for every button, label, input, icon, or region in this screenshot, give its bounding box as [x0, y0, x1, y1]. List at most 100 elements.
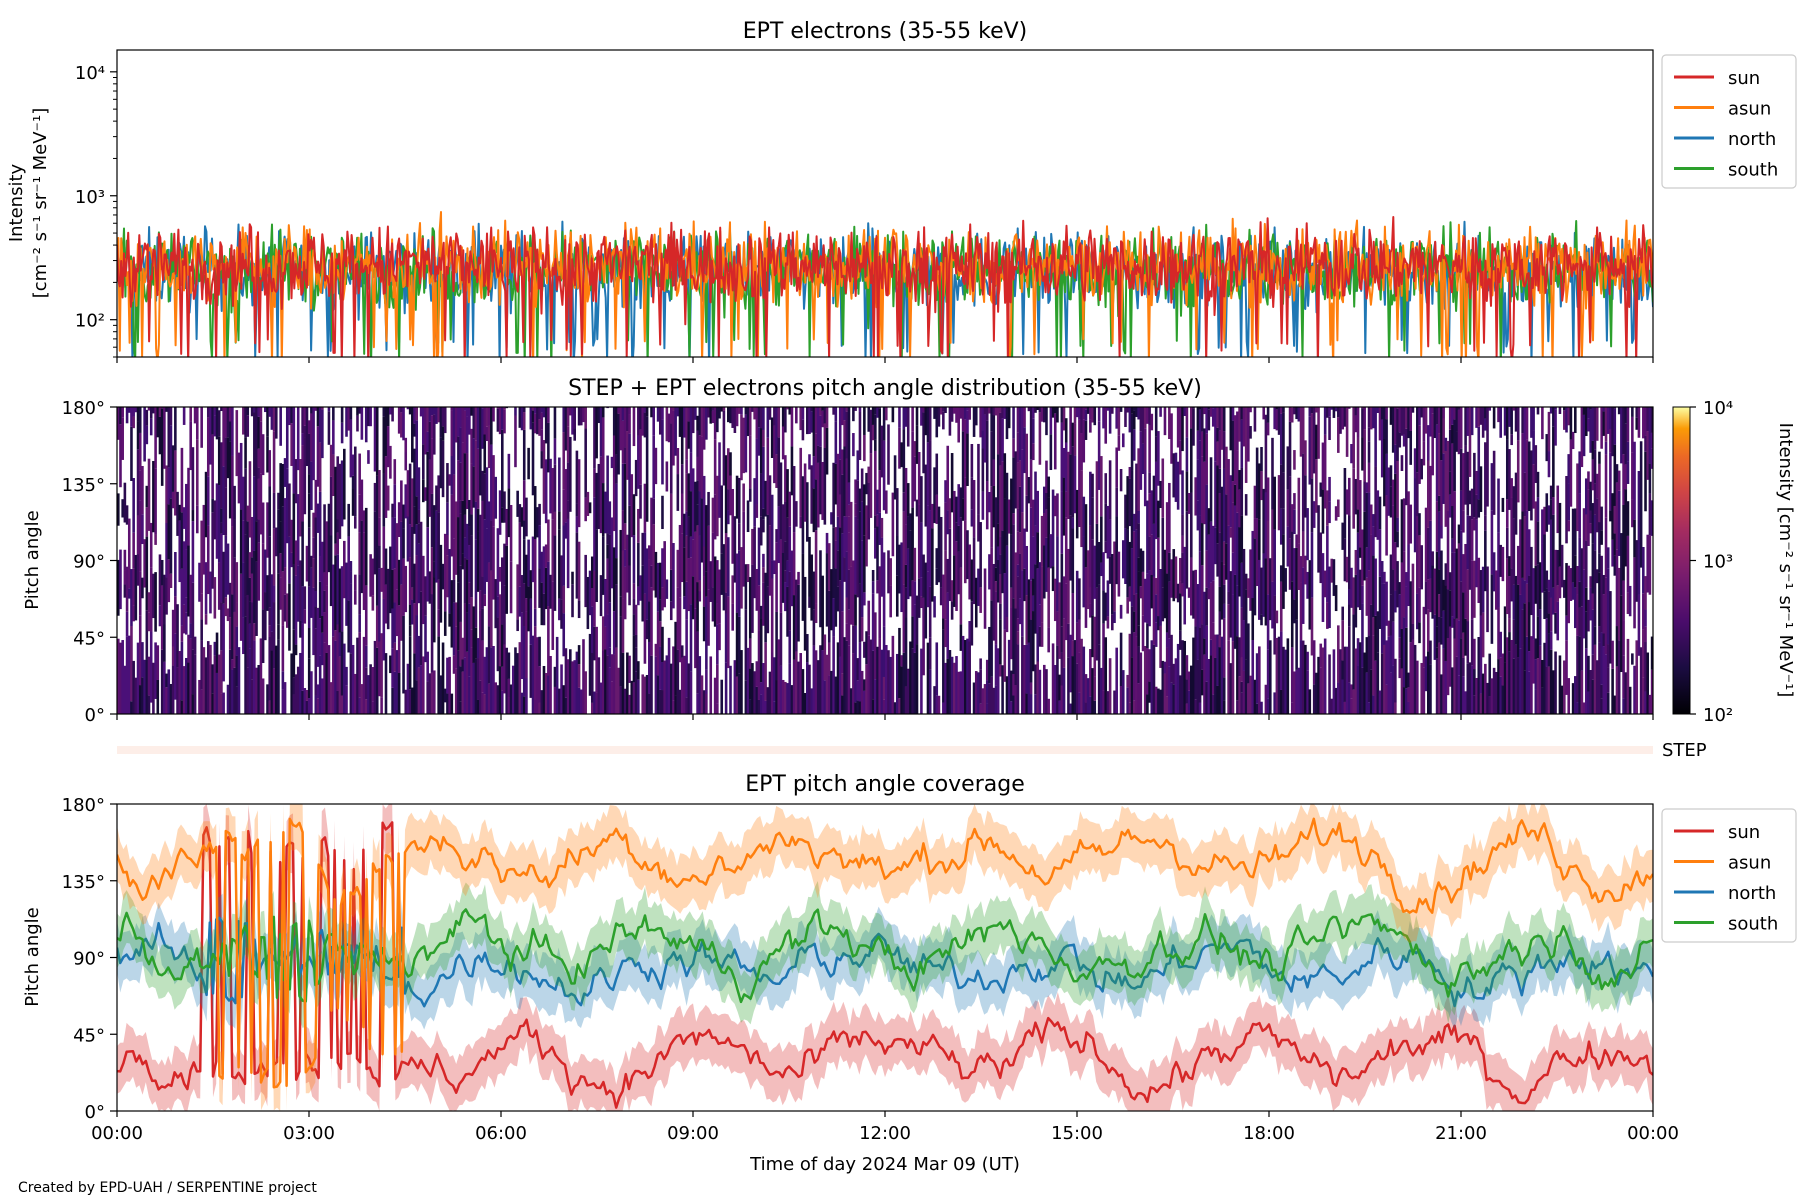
heatmap-cell: [1391, 505, 1395, 570]
heatmap-cell: [849, 688, 853, 714]
heatmap-cell: [288, 483, 291, 537]
heatmap-cell: [716, 664, 719, 704]
heatmap-cell: [705, 571, 708, 597]
heatmap-cell: [516, 619, 519, 632]
heatmap-cell: [393, 568, 397, 603]
heatmap-cell: [577, 645, 581, 665]
heatmap-cell: [645, 619, 649, 640]
heatmap-cell: [1578, 493, 1581, 538]
heatmap-cell: [358, 407, 361, 414]
heatmap-cell: [678, 524, 682, 598]
heatmap-cell: [1119, 632, 1123, 687]
heatmap-cell: [154, 534, 157, 545]
heatmap-cell: [202, 504, 206, 575]
heatmap-cell: [395, 589, 399, 637]
heatmap-cell: [332, 636, 335, 714]
y-tick-label: 0°: [85, 705, 105, 726]
heatmap-cell: [689, 407, 693, 453]
heatmap-cell: [797, 584, 800, 642]
heatmap-cell: [233, 485, 236, 520]
heatmap-cell: [397, 407, 401, 434]
heatmap-cell: [806, 634, 809, 663]
heatmap-cell: [1527, 651, 1531, 672]
heatmap-cell: [371, 558, 375, 596]
heatmap-cell: [1106, 616, 1110, 629]
heatmap-cell: [790, 407, 794, 447]
heatmap-cell: [1475, 407, 1478, 428]
intensity-series-group: [117, 211, 1653, 357]
heatmap-cell: [189, 407, 192, 422]
heatmap-cell: [294, 644, 298, 656]
heatmap-cell: [658, 599, 662, 622]
heatmap-cell: [211, 407, 214, 435]
heatmap-cell: [1286, 489, 1290, 527]
heatmap-cell: [990, 676, 993, 714]
heatmap-cell: [461, 553, 465, 570]
heatmap-cell: [1104, 407, 1108, 444]
heatmap-cell: [1279, 413, 1283, 465]
heatmap-cell: [1128, 407, 1132, 433]
heatmap-cell: [691, 407, 695, 434]
heatmap-cell: [1005, 472, 1009, 546]
heatmap-cell: [795, 651, 798, 714]
heatmap-cell: [716, 560, 719, 604]
heatmap-cell: [130, 625, 133, 702]
heatmap-cell: [779, 612, 783, 666]
heatmap-cell: [1036, 532, 1039, 569]
heatmap-cell: [571, 571, 574, 585]
heatmap-cell: [1021, 407, 1024, 450]
heatmap-cell: [1139, 431, 1143, 490]
heatmap-cell: [171, 665, 175, 714]
heatmap-cell: [935, 494, 939, 524]
heatmap-cell: [1337, 682, 1340, 714]
heatmap-cell: [200, 520, 203, 594]
heatmap-cell: [1369, 604, 1373, 670]
heatmap-cell: [1543, 506, 1546, 535]
heatmap-cell: [672, 543, 675, 609]
heatmap-cell: [564, 697, 568, 714]
heatmap-cell: [1216, 441, 1219, 466]
heatmap-cell: [759, 473, 763, 517]
heatmap-cell: [1549, 407, 1553, 414]
heatmap-cell: [1249, 675, 1252, 714]
heatmap-cell: [1071, 446, 1075, 518]
heatmap-cell: [852, 433, 855, 457]
heatmap-cell: [1200, 523, 1204, 566]
heatmap-cell: [316, 407, 320, 427]
heatmap-cell: [1062, 448, 1066, 478]
heatmap-cell: [632, 614, 636, 636]
heatmap-cell: [130, 426, 133, 481]
heatmap-cell: [1424, 581, 1428, 615]
heatmap-cell: [740, 407, 743, 415]
heatmap-cell: [1023, 528, 1026, 569]
heatmap-cell: [446, 693, 449, 714]
heatmap-cell: [1367, 427, 1371, 442]
heatmap-cell: [683, 547, 686, 597]
heatmap-cell: [1190, 665, 1193, 714]
heatmap-cell: [957, 551, 960, 595]
heatmap-cell: [1556, 485, 1560, 534]
heatmap-cell: [246, 505, 250, 522]
heatmap-cell: [1512, 486, 1516, 519]
heatmap-cell: [123, 482, 127, 523]
heatmap-cell: [1642, 407, 1645, 439]
heatmap-cell: [364, 645, 368, 668]
heatmap-cell: [1516, 440, 1520, 503]
heatmap-cell: [340, 631, 344, 696]
heatmap-cell: [562, 613, 566, 657]
heatmap-cell: [979, 703, 982, 714]
heatmap-cell: [1240, 419, 1244, 468]
heatmap-cell: [1086, 407, 1090, 414]
heatmap-cell: [1372, 526, 1375, 556]
heatmap-cell: [860, 540, 864, 618]
heatmap-cell: [1211, 580, 1215, 623]
heatmap-cell: [437, 579, 440, 610]
heatmap-cell: [729, 475, 732, 516]
heatmap-cell: [454, 626, 458, 669]
heatmap-cell: [1266, 649, 1270, 699]
heatmap-cell: [856, 519, 860, 598]
heatmap-cell: [1117, 435, 1121, 451]
heatmap-cell: [1036, 407, 1039, 411]
heatmap-cell: [672, 646, 675, 701]
